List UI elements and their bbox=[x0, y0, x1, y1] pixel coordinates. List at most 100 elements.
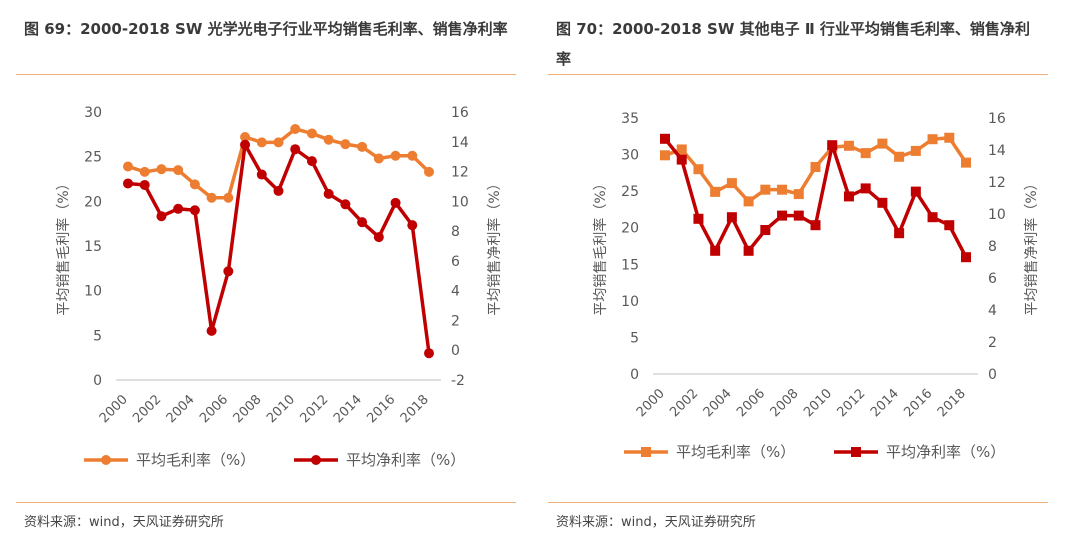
y-left-tick-label: 35 bbox=[621, 111, 639, 127]
y-right-tick-label: 12 bbox=[451, 165, 469, 181]
data-point bbox=[726, 178, 737, 189]
y-left-tick-label: 5 bbox=[630, 330, 639, 346]
y-left-tick-label: 0 bbox=[93, 373, 102, 389]
data-point bbox=[173, 203, 184, 214]
data-point bbox=[407, 220, 418, 231]
legend-swatch-marker bbox=[101, 455, 111, 465]
data-point bbox=[373, 153, 384, 164]
y-left-axis-title: 平均销售毛利率（%） bbox=[55, 176, 72, 315]
title-divider bbox=[548, 74, 1048, 75]
data-point bbox=[860, 183, 871, 194]
y-right-tick-label: 10 bbox=[988, 207, 1006, 223]
source-note: 资料来源：wind，天风证券研究所 bbox=[556, 515, 756, 530]
legend-label: 平均净利率（%） bbox=[346, 451, 465, 469]
data-point bbox=[793, 189, 804, 200]
data-point bbox=[660, 150, 670, 161]
y-right-tick-label: 2 bbox=[451, 313, 460, 329]
y-right-tick-label: 12 bbox=[988, 175, 1006, 191]
data-point bbox=[877, 138, 888, 149]
data-point bbox=[961, 252, 971, 263]
y-right-tick-label: 6 bbox=[451, 254, 460, 270]
data-point bbox=[927, 212, 938, 223]
x-tick-label: 2006 bbox=[197, 392, 231, 426]
data-point bbox=[760, 225, 771, 235]
data-point bbox=[390, 197, 401, 208]
data-point bbox=[306, 156, 317, 167]
y-left-axis-title: 平均销售毛利率（%） bbox=[592, 176, 609, 315]
data-point bbox=[323, 188, 334, 199]
legend-label: 平均毛利率（%） bbox=[676, 443, 795, 461]
y-left-tick-label: 30 bbox=[84, 105, 102, 121]
x-tick-label: 2010 bbox=[264, 392, 298, 426]
data-point bbox=[223, 266, 234, 277]
data-point bbox=[693, 213, 704, 224]
y-right-tick-label: 14 bbox=[988, 143, 1006, 159]
data-point bbox=[927, 134, 938, 145]
y-left-tick-label: 5 bbox=[93, 328, 102, 344]
y-right-tick-label: 6 bbox=[988, 271, 997, 287]
data-point bbox=[306, 128, 317, 139]
x-tick-label: 2016 bbox=[364, 392, 398, 426]
y-left-tick-label: 15 bbox=[621, 257, 639, 273]
y-right-tick-label: 14 bbox=[451, 135, 469, 151]
y-right-tick-label: 0 bbox=[451, 343, 460, 359]
x-tick-label: 2018 bbox=[935, 386, 969, 420]
data-point bbox=[860, 148, 871, 159]
source-divider bbox=[548, 502, 1048, 503]
series-line-2 bbox=[663, 137, 968, 259]
data-point bbox=[894, 228, 905, 239]
data-point bbox=[256, 169, 267, 180]
y-right-axis-title: 平均销售净利率（%） bbox=[1023, 176, 1040, 315]
figure-70-panel: 图 70：2000-2018 SW 其他电子 Ⅱ 行业平均销售毛利率、销售净利率… bbox=[548, 0, 1048, 545]
x-tick-label: 2004 bbox=[701, 386, 735, 420]
y-left-tick-label: 10 bbox=[621, 294, 639, 310]
title-divider bbox=[16, 74, 516, 75]
legend-label: 平均净利率（%） bbox=[886, 443, 1005, 461]
data-point bbox=[843, 140, 854, 151]
y-right-tick-label: 10 bbox=[451, 194, 469, 210]
legend-swatch-marker bbox=[311, 455, 321, 465]
data-point bbox=[894, 151, 905, 162]
x-tick-label: 2010 bbox=[801, 386, 835, 420]
x-tick-label: 2012 bbox=[297, 392, 331, 426]
data-point bbox=[390, 150, 401, 161]
source-divider bbox=[16, 502, 516, 503]
data-point bbox=[123, 161, 133, 172]
x-tick-label: 2016 bbox=[901, 386, 935, 420]
legend-swatch-marker bbox=[851, 447, 861, 457]
data-point bbox=[726, 212, 737, 223]
y-right-axis-title: 平均销售净利率（%） bbox=[486, 176, 503, 315]
y-left-tick-label: 0 bbox=[630, 367, 639, 383]
data-point bbox=[340, 139, 351, 150]
data-point bbox=[256, 137, 267, 148]
data-point bbox=[173, 165, 184, 176]
y-right-tick-label: -2 bbox=[451, 373, 465, 389]
data-point bbox=[340, 199, 351, 210]
figure-title: 图 69：2000-2018 SW 光学光电子行业平均销售毛利率、销售净利率 bbox=[24, 20, 508, 38]
data-point bbox=[693, 164, 704, 175]
y-left-tick-label: 15 bbox=[84, 239, 102, 255]
y-right-tick-label: 2 bbox=[988, 335, 997, 351]
data-point bbox=[206, 325, 217, 336]
data-point bbox=[273, 185, 284, 196]
data-point bbox=[843, 191, 854, 202]
y-right-tick-label: 4 bbox=[451, 284, 460, 300]
data-point bbox=[357, 217, 368, 228]
y-left-tick-label: 20 bbox=[621, 221, 639, 237]
data-point bbox=[424, 166, 434, 177]
data-point bbox=[189, 179, 200, 190]
x-tick-label: 2002 bbox=[130, 392, 164, 426]
x-tick-label: 2014 bbox=[331, 392, 365, 426]
y-right-tick-label: 8 bbox=[451, 224, 460, 240]
figure-title: 图 70：2000-2018 SW 其他电子 Ⅱ 行业平均销售毛利率、销售净利率 bbox=[556, 20, 1030, 68]
y-right-tick-label: 8 bbox=[988, 239, 997, 255]
legend-label: 平均毛利率（%） bbox=[136, 451, 255, 469]
data-point bbox=[407, 150, 418, 161]
y-right-tick-label: 4 bbox=[988, 303, 997, 319]
x-tick-label: 2008 bbox=[231, 392, 265, 426]
y-right-tick-label: 16 bbox=[451, 105, 469, 121]
y-left-tick-label: 20 bbox=[84, 194, 102, 210]
data-point bbox=[240, 132, 251, 143]
